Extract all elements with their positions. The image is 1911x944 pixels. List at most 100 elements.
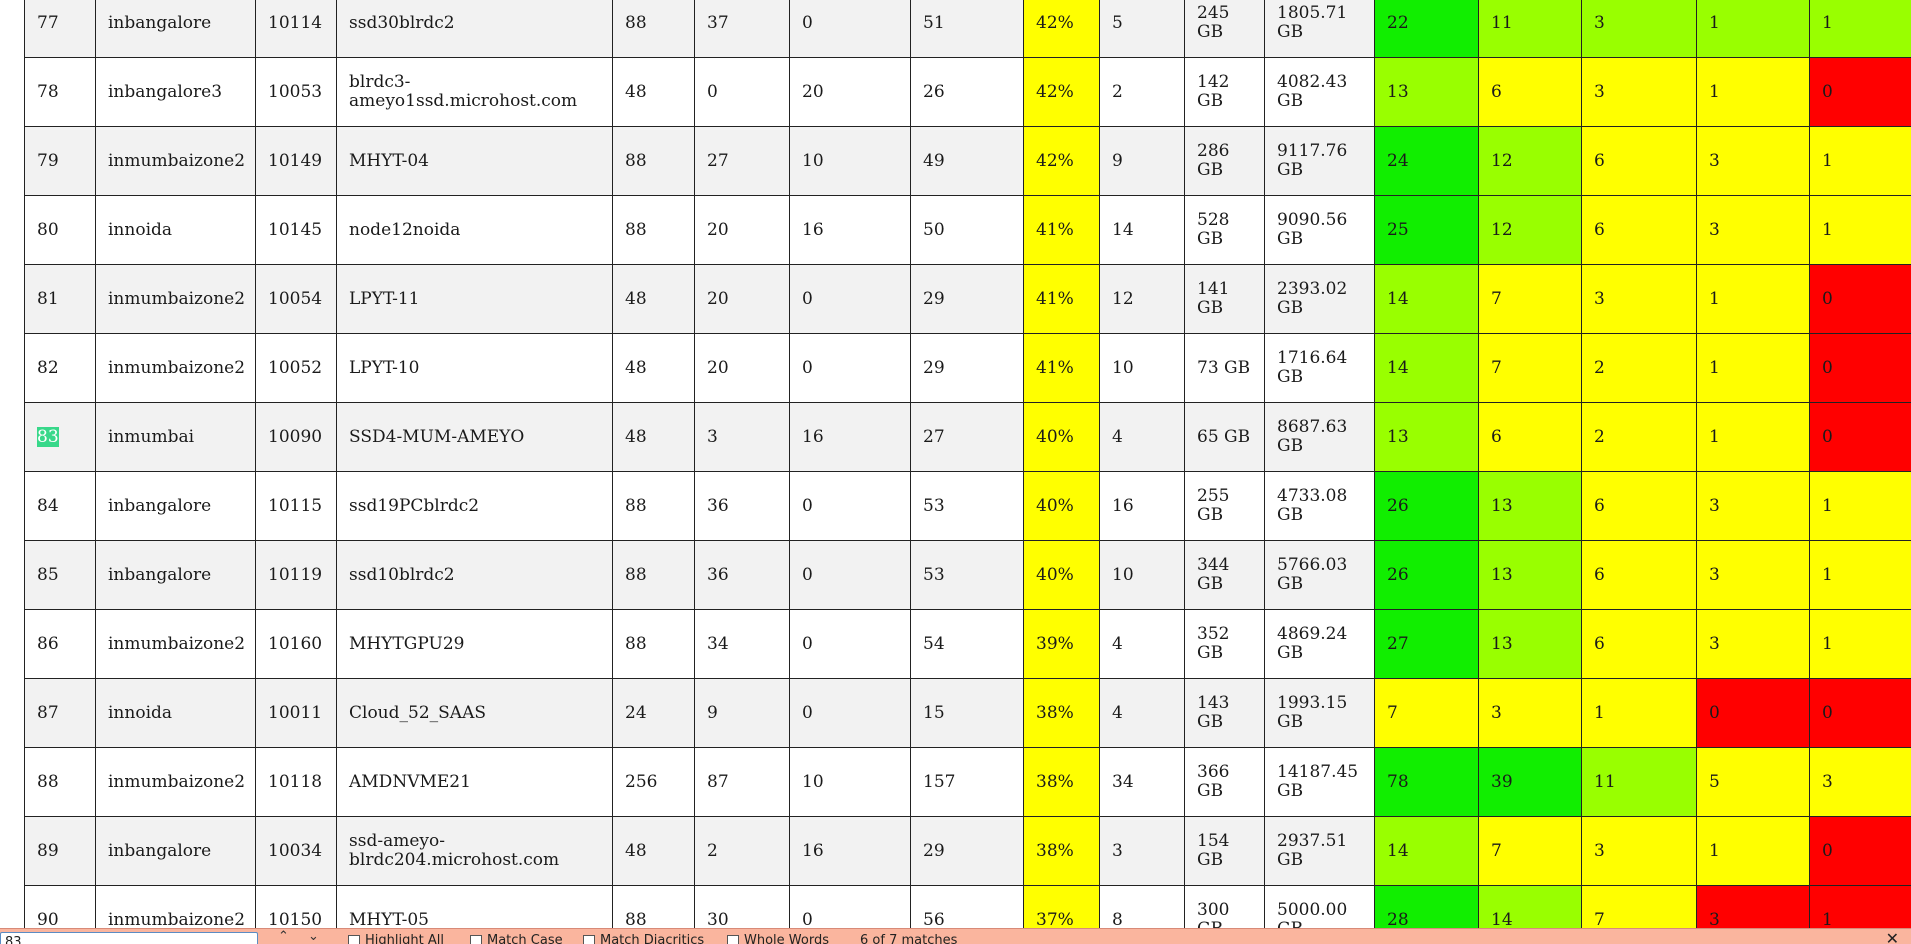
disk-cell: 4082.43 GB bbox=[1265, 58, 1375, 127]
region-cell: innoida bbox=[96, 196, 256, 265]
whole-words-checkbox[interactable]: Whole Words bbox=[727, 933, 829, 944]
free-cores-cell: 49 bbox=[911, 127, 1024, 196]
server-id-cell: 10149 bbox=[256, 127, 337, 196]
capacity-d-cell: 3 bbox=[1697, 472, 1810, 541]
capacity-d-cell: 1 bbox=[1697, 58, 1810, 127]
server-id-cell: 10011 bbox=[256, 679, 337, 748]
capacity-a-cell: 25 bbox=[1375, 196, 1479, 265]
reserved-cores-cell: 0 bbox=[790, 886, 911, 931]
cpu-cores-cell: 48 bbox=[613, 265, 695, 334]
match-count: 6 of 7 matches bbox=[860, 933, 957, 944]
server-id-cell: 10145 bbox=[256, 196, 337, 265]
server-table: 76innoida10146node16noida8824105043%7356… bbox=[24, 0, 1911, 930]
capacity-a-cell: 78 bbox=[1375, 748, 1479, 817]
vm-count-cell: 4 bbox=[1100, 679, 1185, 748]
chevron-up-icon[interactable]: ⌃ bbox=[278, 929, 289, 944]
reserved-cores-cell: 20 bbox=[790, 58, 911, 127]
free-cores-cell: 53 bbox=[911, 472, 1024, 541]
vm-count-cell: 3 bbox=[1100, 817, 1185, 886]
vm-count-cell: 4 bbox=[1100, 610, 1185, 679]
hostname-cell: SSD4-MUM-AMEYO bbox=[337, 403, 613, 472]
used-cores-cell: 0 bbox=[695, 58, 790, 127]
hostname-cell: LPYT-10 bbox=[337, 334, 613, 403]
free-cores-cell: 50 bbox=[911, 196, 1024, 265]
rank-cell: 79 bbox=[25, 127, 96, 196]
match-case-checkbox[interactable]: Match Case bbox=[470, 933, 563, 944]
server-id-cell: 10034 bbox=[256, 817, 337, 886]
rank-cell: 83 bbox=[25, 403, 96, 472]
disk-cell: 1716.64 GB bbox=[1265, 334, 1375, 403]
free-percent-cell: 42% bbox=[1024, 127, 1100, 196]
rank-cell: 87 bbox=[25, 679, 96, 748]
server-id-cell: 10054 bbox=[256, 265, 337, 334]
rank-cell: 82 bbox=[25, 334, 96, 403]
ram-cell: 141 GB bbox=[1185, 265, 1265, 334]
disk-cell: 9090.56 GB bbox=[1265, 196, 1375, 265]
highlight-all-checkbox[interactable]: Highlight All bbox=[348, 933, 444, 944]
capacity-b-cell: 6 bbox=[1479, 58, 1582, 127]
reserved-cores-cell: 0 bbox=[790, 265, 911, 334]
free-cores-cell: 27 bbox=[911, 403, 1024, 472]
cpu-cores-cell: 256 bbox=[613, 748, 695, 817]
free-percent-cell: 41% bbox=[1024, 265, 1100, 334]
vm-count-cell: 4 bbox=[1100, 403, 1185, 472]
free-percent-cell: 42% bbox=[1024, 0, 1100, 58]
used-cores-cell: 30 bbox=[695, 886, 790, 931]
find-match-highlight: 83 bbox=[37, 427, 59, 447]
find-input[interactable] bbox=[0, 932, 258, 944]
free-cores-cell: 29 bbox=[911, 817, 1024, 886]
capacity-c-cell: 2 bbox=[1582, 403, 1697, 472]
server-id-cell: 10090 bbox=[256, 403, 337, 472]
ram-cell: 300 GB bbox=[1185, 886, 1265, 931]
capacity-e-cell: 1 bbox=[1810, 541, 1911, 610]
free-percent-cell: 40% bbox=[1024, 403, 1100, 472]
match-diacritics-checkbox[interactable]: Match Diacritics bbox=[583, 933, 704, 944]
free-percent-cell: 38% bbox=[1024, 817, 1100, 886]
vm-count-cell: 10 bbox=[1100, 334, 1185, 403]
capacity-a-cell: 13 bbox=[1375, 58, 1479, 127]
match-diacritics-label: Match Diacritics bbox=[600, 933, 704, 944]
capacity-d-cell: 5 bbox=[1697, 748, 1810, 817]
free-cores-cell: 157 bbox=[911, 748, 1024, 817]
hostname-cell: MHYT-05 bbox=[337, 886, 613, 931]
server-id-cell: 10160 bbox=[256, 610, 337, 679]
close-icon[interactable]: ✕ bbox=[1886, 929, 1899, 944]
region-cell: inmumbaizone2 bbox=[96, 265, 256, 334]
match-case-label: Match Case bbox=[487, 933, 563, 944]
chevron-down-icon[interactable]: ⌄ bbox=[308, 929, 319, 944]
rank-cell: 81 bbox=[25, 265, 96, 334]
reserved-cores-cell: 0 bbox=[790, 334, 911, 403]
capacity-d-cell: 1 bbox=[1697, 334, 1810, 403]
region-cell: inmumbaizone2 bbox=[96, 610, 256, 679]
capacity-d-cell: 3 bbox=[1697, 541, 1810, 610]
capacity-c-cell: 3 bbox=[1582, 0, 1697, 58]
capacity-e-cell: 0 bbox=[1810, 679, 1911, 748]
used-cores-cell: 34 bbox=[695, 610, 790, 679]
free-percent-cell: 38% bbox=[1024, 748, 1100, 817]
used-cores-cell: 87 bbox=[695, 748, 790, 817]
reserved-cores-cell: 0 bbox=[790, 610, 911, 679]
used-cores-cell: 20 bbox=[695, 265, 790, 334]
rank-cell: 80 bbox=[25, 196, 96, 265]
rank-cell: 84 bbox=[25, 472, 96, 541]
disk-cell: 5000.00 GB bbox=[1265, 886, 1375, 931]
capacity-e-cell: 1 bbox=[1810, 610, 1911, 679]
free-cores-cell: 26 bbox=[911, 58, 1024, 127]
capacity-c-cell: 2 bbox=[1582, 334, 1697, 403]
region-cell: inbangalore bbox=[96, 472, 256, 541]
capacity-d-cell: 1 bbox=[1697, 0, 1810, 58]
capacity-e-cell: 0 bbox=[1810, 334, 1911, 403]
capacity-e-cell: 3 bbox=[1810, 748, 1911, 817]
free-percent-cell: 41% bbox=[1024, 196, 1100, 265]
region-cell: innoida bbox=[96, 679, 256, 748]
capacity-a-cell: 7 bbox=[1375, 679, 1479, 748]
capacity-d-cell: 1 bbox=[1697, 817, 1810, 886]
region-cell: inbangalore bbox=[96, 817, 256, 886]
ram-cell: 245 GB bbox=[1185, 0, 1265, 58]
capacity-e-cell: 1 bbox=[1810, 0, 1911, 58]
capacity-c-cell: 7 bbox=[1582, 886, 1697, 931]
cpu-cores-cell: 88 bbox=[613, 196, 695, 265]
